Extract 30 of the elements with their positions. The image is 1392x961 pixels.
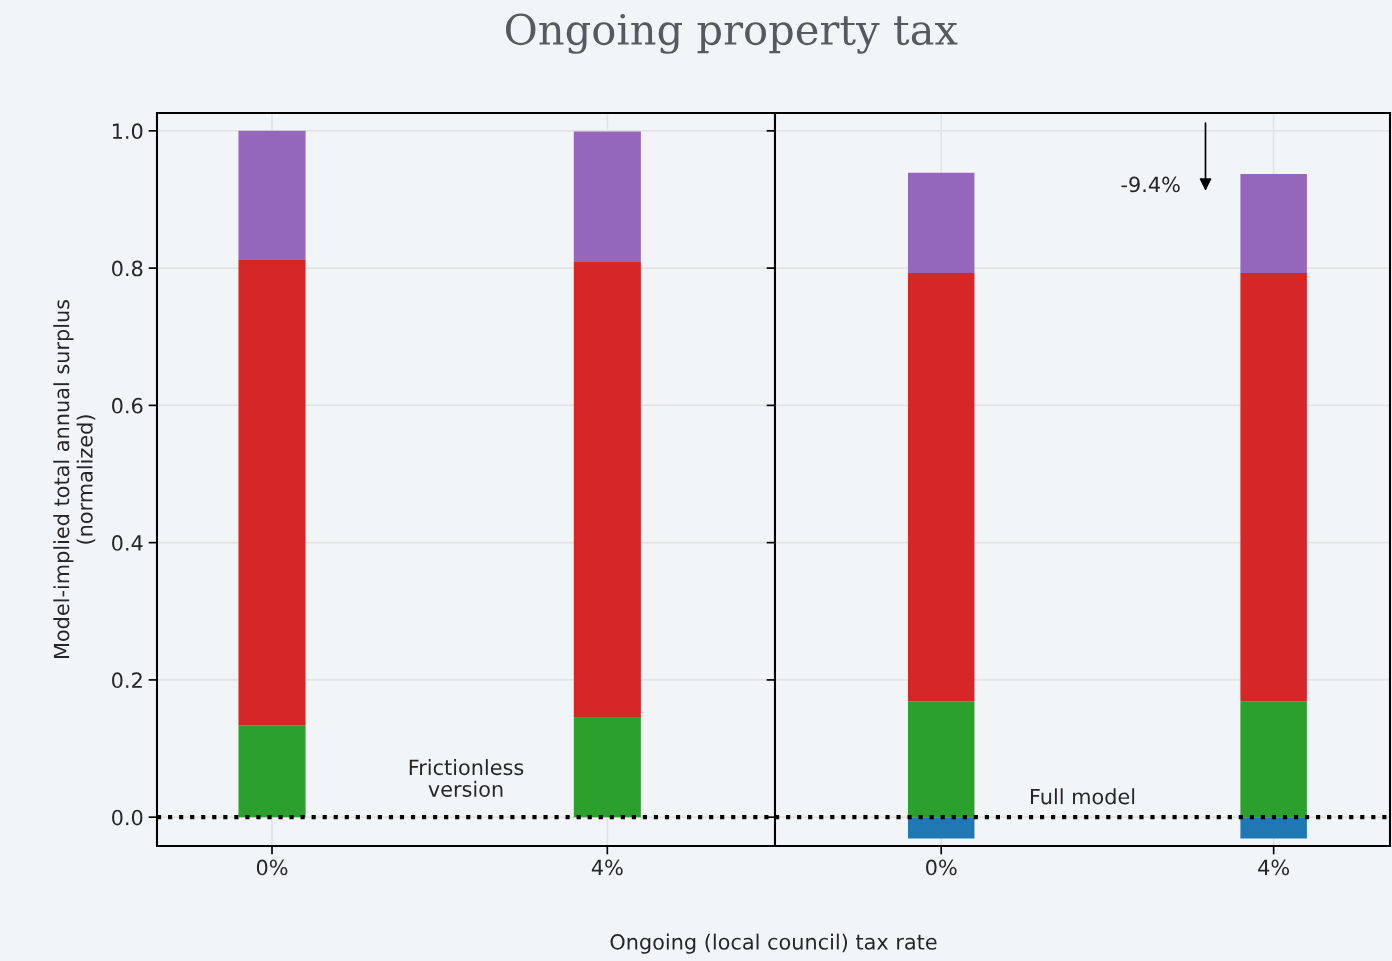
bar [1240,174,1307,273]
bar [238,259,306,726]
bar [238,130,306,260]
x-tick-label: 0% [926,859,957,876]
bar [1240,701,1307,818]
y-tick-label: 0.0 [112,809,143,826]
y-tick-label: 1.0 [112,123,143,140]
y-tick-label: 0.4 [112,535,143,551]
bar [573,716,641,818]
annotation: -9.4% [1121,176,1180,193]
x-tick-label: 4% [1258,859,1290,876]
bar [1240,272,1307,702]
bar [907,172,975,273]
bar [1240,817,1307,839]
bar [907,701,975,818]
bar [573,261,641,717]
bar [907,272,975,702]
x-tick-label: 0% [256,859,288,876]
bar [573,131,641,262]
bar [238,725,306,818]
y-tick-label: 0.2 [112,672,142,689]
y-tick-label: 0.8 [112,260,143,277]
annotation: Frictionless version [409,759,524,797]
annotation: Full model [1030,788,1135,805]
x-axis-title: Ongoing (local council) tax rate [610,933,937,954]
y-tick-label: 0.6 [112,397,143,414]
bar [907,817,975,839]
y-axis-title: Model-implied total annual surplus (normalized) [53,299,96,659]
x-tick-label: 4% [591,859,623,876]
chart-title: Ongoing property tax [505,13,958,54]
